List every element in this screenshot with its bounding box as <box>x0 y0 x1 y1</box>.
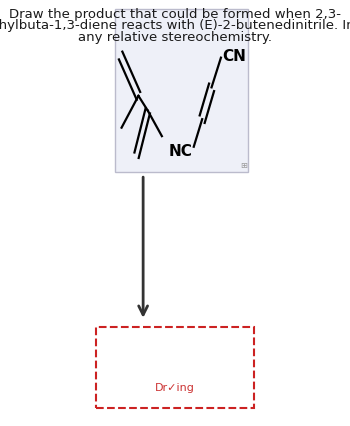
Text: any relative stereochemistry.: any relative stereochemistry. <box>78 31 272 43</box>
Text: Draw the product that could be formed when 2,3-: Draw the product that could be formed wh… <box>9 8 341 21</box>
Text: CN: CN <box>222 49 246 64</box>
Text: ⊞: ⊞ <box>240 161 247 170</box>
Bar <box>96 327 254 408</box>
Text: dimethylbuta-1,3-diene reacts with (E)-2-butenedinitrile. Include: dimethylbuta-1,3-diene reacts with (E)-2… <box>0 19 350 32</box>
Text: NC: NC <box>169 143 193 158</box>
Text: Dr✓ing: Dr✓ing <box>155 383 195 393</box>
Bar <box>115 10 248 173</box>
